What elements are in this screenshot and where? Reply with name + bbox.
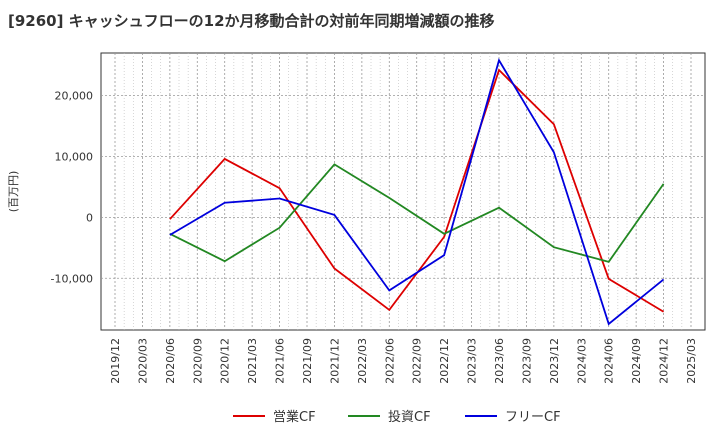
x-tick-label: 2021/03 [246,338,259,384]
chart-title: [9260] キャッシュフローの12か月移動合計の対前年同期増減額の推移 [8,12,495,30]
x-tick-label: 2021/09 [301,338,314,384]
x-tick-label: 2022/09 [411,338,424,384]
x-tick-label: 2023/06 [493,338,506,384]
x-tick-label: 2020/06 [164,338,177,384]
x-tick-label: 2019/12 [109,338,122,384]
y-tick-label: -10,000 [51,272,93,285]
series-line [169,163,665,263]
legend-label: 営業CF [273,409,316,425]
y-tick-label: 20,000 [55,90,94,103]
y-tick-label: 0 [86,211,93,224]
x-tick-label: 2024/09 [630,338,643,384]
plot-area [100,52,706,331]
legend-label: 投資CF [388,409,431,425]
y-tick-label: 10,000 [55,150,94,163]
x-tick-label: 2020/09 [191,338,204,384]
y-axis-label: (百万円) [7,171,20,213]
legend: 営業CF 投資CF フリーCF [233,409,561,425]
x-tick-label: 2025/03 [685,338,698,384]
x-tick-label: 2021/12 [328,338,341,384]
x-tick-label: 2024/03 [575,338,588,384]
x-tick-label: 2024/12 [658,338,671,384]
y-axis-ticks: 20,000 10,000 0 -10,000 [51,90,93,286]
x-tick-label: 2023/12 [548,338,561,384]
x-tick-label: 2021/06 [274,338,287,384]
x-tick-label: 2020/12 [219,338,232,384]
gridlines [101,53,705,330]
x-tick-label: 2022/12 [438,338,451,384]
x-axis-ticks: 2019/12 2020/03 2020/06 2020/09 2020/12 2021/… [109,338,698,384]
series-line [169,58,665,326]
x-tick-label: 2022/06 [383,338,396,384]
x-tick-label: 2024/06 [603,338,616,384]
series-lines [169,58,665,326]
x-tick-label: 2023/09 [520,338,533,384]
x-tick-label: 2022/03 [356,338,369,384]
x-tick-label: 2023/03 [466,338,479,384]
x-tick-label: 2020/03 [136,338,149,384]
legend-label: フリーCF [505,410,561,425]
